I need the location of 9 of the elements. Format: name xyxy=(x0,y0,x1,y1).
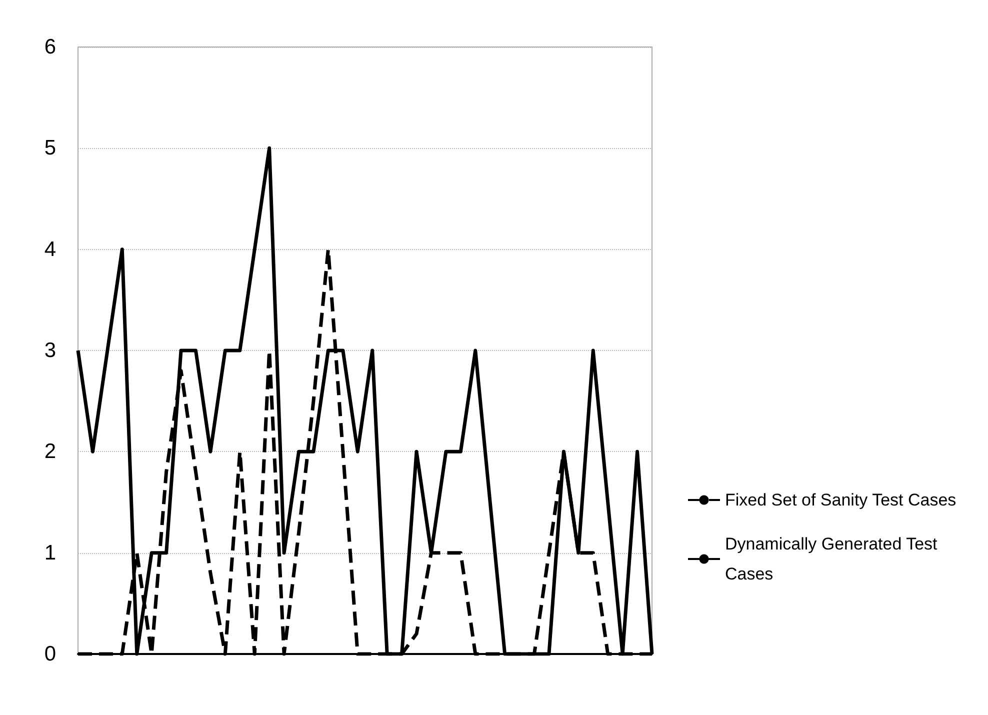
y-tick-label: 6 xyxy=(44,36,56,58)
y-tick-label: 1 xyxy=(44,541,56,564)
y-tick-label: 0 xyxy=(44,642,56,666)
y-tick-label: 5 xyxy=(44,136,56,160)
legend-label: Fixed Set of Sanity Test Cases xyxy=(725,490,956,510)
legend-label: Dynamically Generated Test Cases xyxy=(725,534,942,584)
y-tick-label: 4 xyxy=(44,238,56,261)
y-tick-label: 2 xyxy=(44,440,56,464)
y-tick-label: 3 xyxy=(44,339,56,362)
